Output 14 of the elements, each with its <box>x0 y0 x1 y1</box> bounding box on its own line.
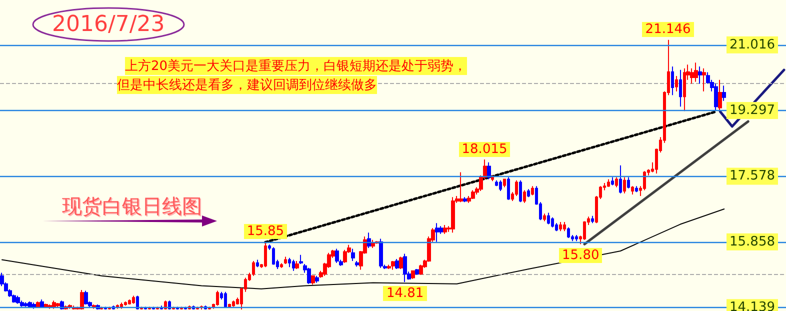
y-tick-label: 19.297 <box>730 103 775 118</box>
annotation: 14.81 <box>383 286 427 301</box>
annotation: 21.146 <box>642 22 694 37</box>
annotation: 但是中长线还是看多，建议回调到位继续做多 <box>117 76 377 94</box>
y-tick-label: 14.139 <box>730 300 775 311</box>
annotation: 现货白银日线图 <box>62 193 202 220</box>
annotation: 18.015 <box>458 142 510 156</box>
y-tick-label: 17.578 <box>730 168 775 184</box>
y-tick-label: 15.858 <box>730 234 775 250</box>
annotation: 15.85 <box>244 224 288 240</box>
text: 2016/7/23 <box>52 12 165 37</box>
y-tick-label: 21.016 <box>730 37 775 52</box>
annotation: 上方20美元一大关口是重要压力，白银短期还是处于弱势， <box>125 57 467 75</box>
annotation: 15.80 <box>559 248 602 264</box>
